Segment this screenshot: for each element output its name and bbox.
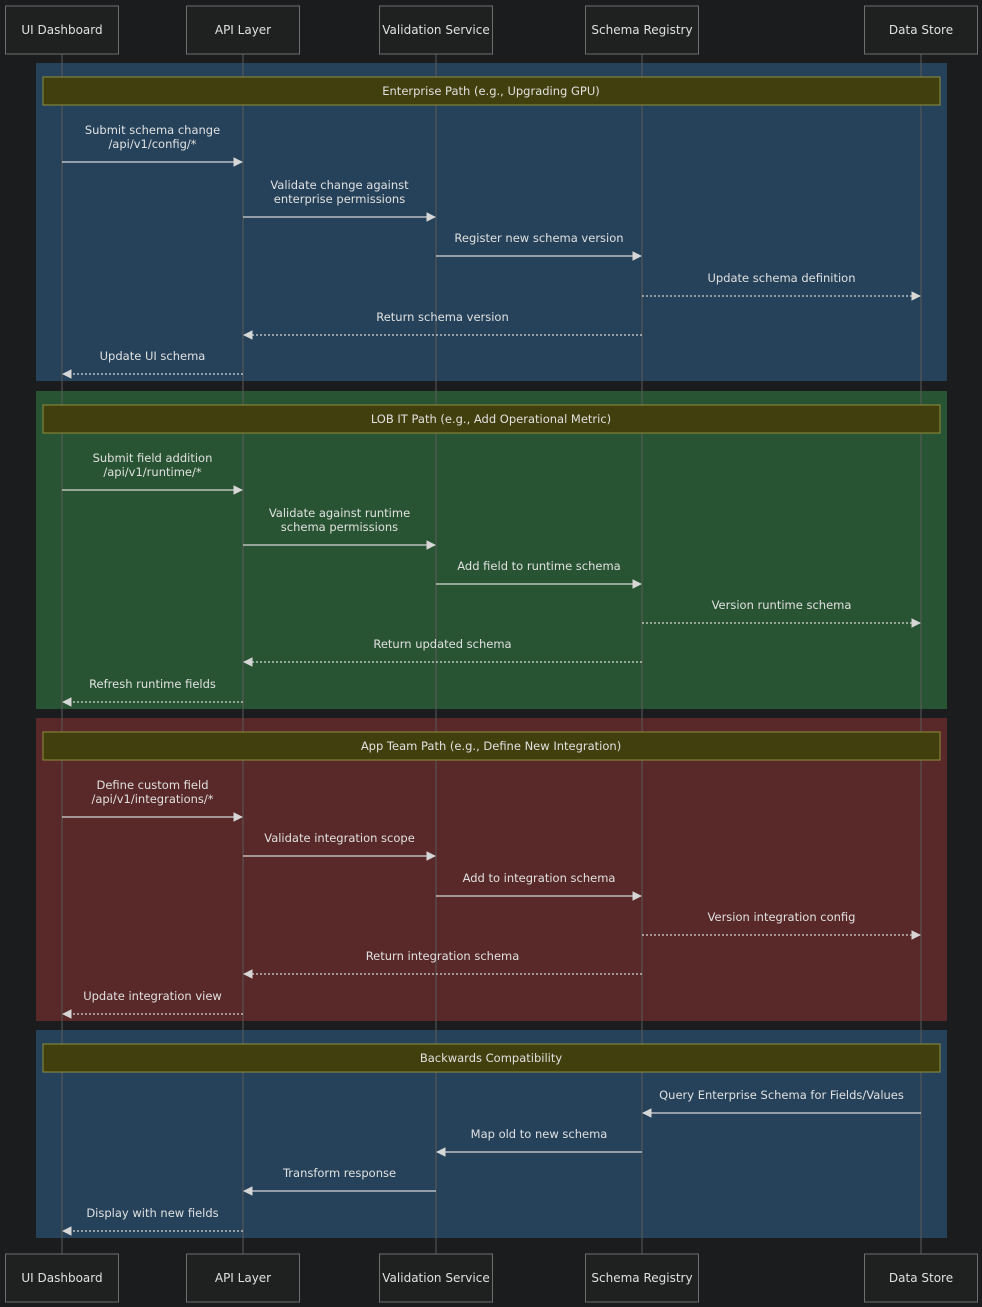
participant-label: Validation Service xyxy=(382,1271,489,1285)
participant-label: Schema Registry xyxy=(591,1271,692,1285)
message-compat-2: Map old to new schema xyxy=(436,1127,642,1157)
message-app-6: Update integration view xyxy=(62,989,243,1019)
participant-box xyxy=(864,5,978,55)
participant-box xyxy=(379,5,493,55)
message-label: Define custom field xyxy=(96,778,208,792)
message-label: /api/v1/runtime/* xyxy=(103,465,201,479)
participant-box xyxy=(864,1253,978,1303)
message-label: /api/v1/config/* xyxy=(108,137,196,151)
message-label: Update integration view xyxy=(83,989,222,1003)
section-enterprise xyxy=(36,63,947,381)
section-notes: Enterprise Path (e.g., Upgrading GPU) LOB… xyxy=(42,76,941,1073)
message-enterprise-4: Update schema definition xyxy=(642,271,921,301)
message-label: Validate change against xyxy=(270,178,409,192)
message-app-3: Add to integration schema xyxy=(436,871,642,901)
message-enterprise-6: Update UI schema xyxy=(62,349,243,379)
section-title-enterprise: Enterprise Path (e.g., Upgrading GPU) xyxy=(382,84,600,98)
participant-label: UI Dashboard xyxy=(21,1271,102,1285)
section-note-compat xyxy=(42,1043,941,1073)
participant-ui-top: UI Dashboard xyxy=(5,5,119,55)
message-lob-3: Add field to runtime schema xyxy=(436,559,642,589)
section-note-app xyxy=(42,731,941,761)
participants: UI Dashboard UI Dashboard API Layer API Lay… xyxy=(5,5,978,1303)
message-label: Submit schema change xyxy=(85,123,220,137)
section-note-enterprise xyxy=(42,76,941,106)
participant-label: Data Store xyxy=(889,23,953,37)
participant-api-bottom: API Layer xyxy=(186,1253,300,1303)
participant-label: UI Dashboard xyxy=(21,23,102,37)
participant-label: Schema Registry xyxy=(591,23,692,37)
message-label: Query Enterprise Schema for Fields/Value… xyxy=(659,1088,904,1102)
section-title-app: App Team Path (e.g., Define New Integrat… xyxy=(361,739,621,753)
participant-val-top: Validation Service xyxy=(379,5,493,55)
participant-label: Validation Service xyxy=(382,23,489,37)
message-label: Refresh runtime fields xyxy=(89,677,216,691)
message-label: /api/v1/integrations/* xyxy=(91,792,213,806)
participant-label: API Layer xyxy=(215,23,271,37)
section-title-compat: Backwards Compatibility xyxy=(420,1051,563,1065)
message-label: Version integration config xyxy=(708,910,856,924)
message-label: Return updated schema xyxy=(373,637,511,651)
participant-box xyxy=(5,1253,119,1303)
section-app xyxy=(36,718,947,1021)
message-label: Return integration schema xyxy=(366,949,520,963)
message-enterprise-1: Submit schema change/api/v1/config/* xyxy=(62,123,243,167)
message-label: Register new schema version xyxy=(454,231,623,245)
messages: Submit schema change/api/v1/config/*Vali… xyxy=(62,123,921,1236)
message-label: Update UI schema xyxy=(100,349,206,363)
participant-ds-top: Data Store xyxy=(864,5,978,55)
message-label: Update schema definition xyxy=(707,271,855,285)
message-label: schema permissions xyxy=(281,520,398,534)
message-label: Transform response xyxy=(282,1166,396,1180)
participant-box xyxy=(186,5,300,55)
message-label: enterprise permissions xyxy=(274,192,405,206)
section-note-lob xyxy=(42,404,941,434)
message-lob-4: Version runtime schema xyxy=(642,598,921,628)
participant-box xyxy=(379,1253,493,1303)
participant-reg-bottom: Schema Registry xyxy=(585,1253,699,1303)
participant-ui-bottom: UI Dashboard xyxy=(5,1253,119,1303)
message-label: Validate integration scope xyxy=(264,831,415,845)
section-lob xyxy=(36,391,947,709)
participant-api-top: API Layer xyxy=(186,5,300,55)
message-compat-4: Display with new fields xyxy=(62,1206,243,1236)
participant-box xyxy=(5,5,119,55)
message-label: Submit field addition xyxy=(93,451,213,465)
message-label: Validate against runtime xyxy=(269,506,410,520)
message-app-2: Validate integration scope xyxy=(243,831,436,861)
message-lob-5: Return updated schema xyxy=(243,637,642,667)
participant-reg-top: Schema Registry xyxy=(585,5,699,55)
participant-label: API Layer xyxy=(215,1271,271,1285)
message-enterprise-5: Return schema version xyxy=(243,310,642,340)
message-label: Return schema version xyxy=(376,310,509,324)
message-label: Version runtime schema xyxy=(712,598,852,612)
section-title-lob: LOB IT Path (e.g., Add Operational Metri… xyxy=(371,412,611,426)
participant-box xyxy=(186,1253,300,1303)
message-label: Add field to runtime schema xyxy=(457,559,620,573)
participant-box xyxy=(585,5,699,55)
participant-ds-bottom: Data Store xyxy=(864,1253,978,1303)
message-lob-1: Submit field addition/api/v1/runtime/* xyxy=(62,451,243,495)
participant-label: Data Store xyxy=(889,1271,953,1285)
message-app-4: Version integration config xyxy=(642,910,921,940)
message-lob-6: Refresh runtime fields xyxy=(62,677,243,707)
participant-val-bottom: Validation Service xyxy=(379,1253,493,1303)
message-enterprise-3: Register new schema version xyxy=(436,231,642,261)
participant-box xyxy=(585,1253,699,1303)
message-compat-3: Transform response xyxy=(243,1166,436,1196)
message-app-1: Define custom field/api/v1/integrations/… xyxy=(62,778,243,822)
message-label: Map old to new schema xyxy=(471,1127,608,1141)
message-label: Add to integration schema xyxy=(463,871,616,885)
message-compat-1: Query Enterprise Schema for Fields/Value… xyxy=(642,1088,921,1118)
message-label: Display with new fields xyxy=(86,1206,218,1220)
message-app-5: Return integration schema xyxy=(243,949,642,979)
